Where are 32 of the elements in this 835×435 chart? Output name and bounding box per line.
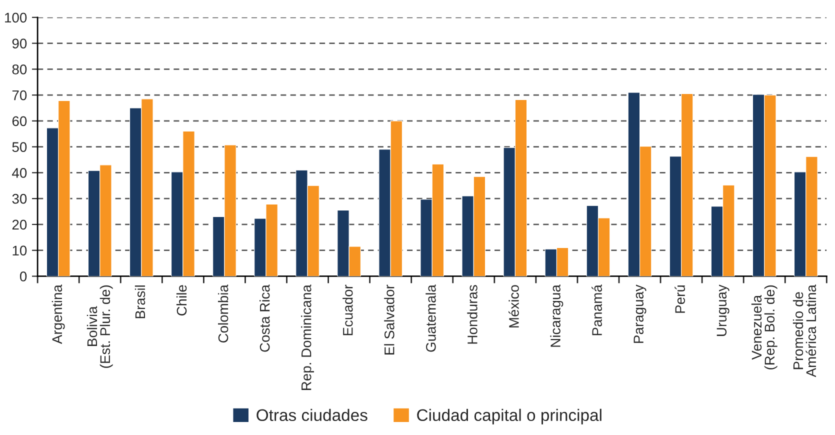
y-tick-label: 30 [12,194,27,204]
x-tick-label: Costa Rica [260,284,270,352]
x-tick-label: Bolivia (Est. Plur. de) [86,285,113,368]
y-tick-label: 100 [5,12,27,23]
x-tick-label: Chile [176,285,187,316]
y-tick-label: 50 [12,142,27,152]
x-tick-label: Uruguay [716,284,730,336]
x-tick-label: Colombia [218,284,228,343]
x-tick-label: Ecuador [342,284,353,336]
x-tick-label: Paraguay [634,284,646,343]
x-tick-label: Rep. Dominicana [301,284,314,390]
legend-label: Ciudad capital o principal [417,408,602,424]
y-tick-label: 0 [20,272,27,282]
y-tick-label: 60 [12,116,27,126]
y-tick-label: 40 [12,168,27,178]
x-tick-label: Nicaragua [550,284,564,347]
y-tick-label: 10 [12,246,27,256]
x-tick-label: México [508,285,519,328]
x-tick-label: Panamá [592,284,602,336]
x-tick-label: Argentina [52,284,65,344]
y-tick-label: 80 [12,64,27,74]
x-tick-label: Venezuela (Rep. Bol. de) [751,285,778,370]
x-tick-label: El Salvador [384,284,394,354]
x-tick-label: Honduras [467,285,478,344]
y-tick-label: 70 [12,90,27,100]
y-tick-label: 20 [12,220,27,230]
legend-label: Otras ciudades [256,408,368,422]
x-tick-label: Brasil [134,285,146,318]
x-tick-label: Promedio de América Latina [792,284,816,378]
x-tick-label: Guatemala [426,284,436,352]
y-tick-label: 90 [12,38,27,48]
x-tick-label: Perú [674,285,686,313]
